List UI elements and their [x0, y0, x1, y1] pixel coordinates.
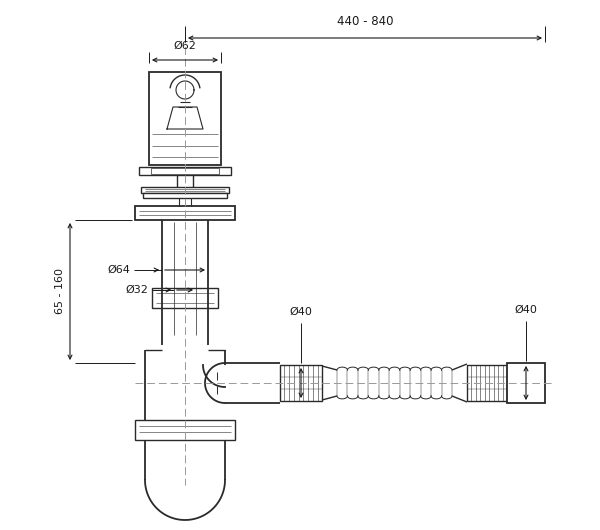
- Bar: [507, 363, 545, 403]
- Polygon shape: [167, 107, 203, 129]
- Bar: [152, 288, 218, 308]
- Bar: [151, 168, 219, 174]
- Bar: [149, 72, 221, 165]
- Text: 440 - 840: 440 - 840: [337, 15, 393, 28]
- Text: Ø32: Ø32: [125, 285, 148, 295]
- Bar: [135, 420, 235, 440]
- Text: Ø64: Ø64: [107, 265, 130, 275]
- Bar: [467, 365, 507, 401]
- Bar: [139, 167, 231, 175]
- Text: Ø40: Ø40: [290, 307, 313, 317]
- Bar: [141, 187, 229, 193]
- Bar: [280, 365, 322, 401]
- Text: Ø40: Ø40: [515, 305, 538, 315]
- Text: Ø62: Ø62: [173, 41, 196, 51]
- Text: 65 - 160: 65 - 160: [55, 269, 65, 314]
- Bar: [135, 206, 235, 220]
- Bar: [143, 193, 227, 198]
